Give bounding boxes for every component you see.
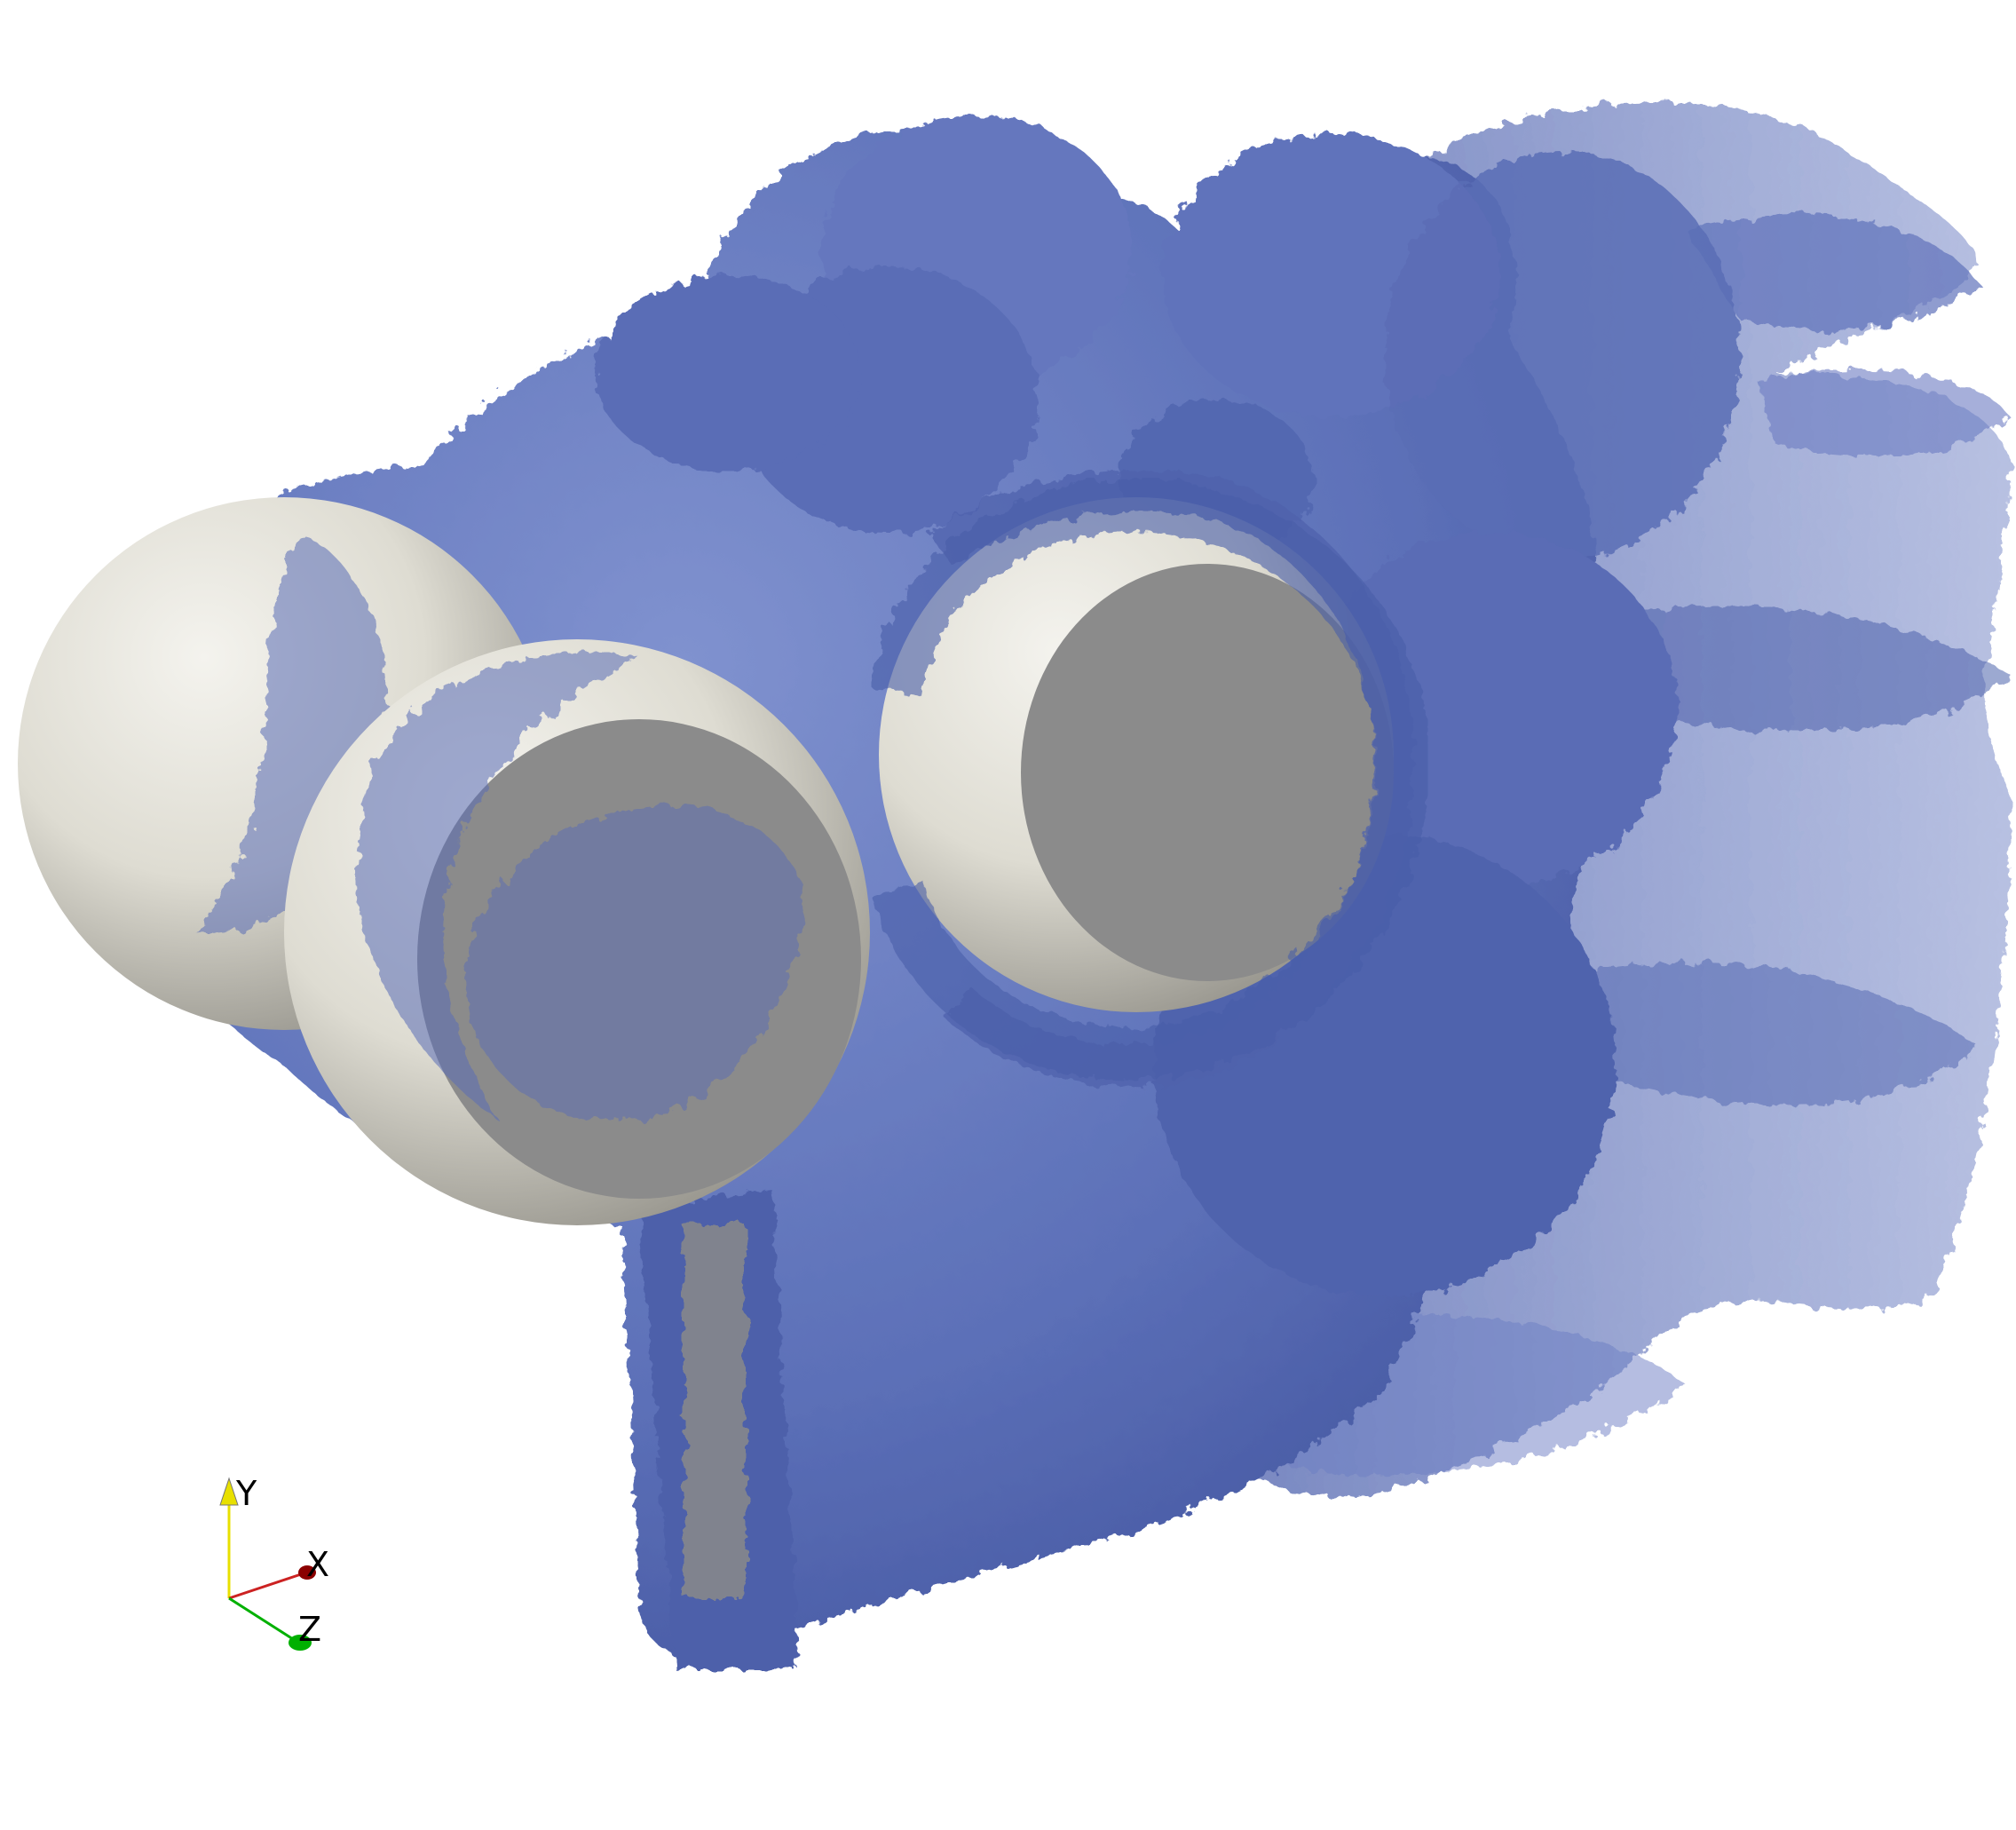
z-axis-label: Z	[298, 1610, 321, 1649]
y-axis-arrow-icon	[219, 1477, 239, 1506]
x-axis-line	[228, 1572, 304, 1600]
z-axis-arrow-icon	[289, 1635, 312, 1651]
sphere-front	[284, 639, 870, 1225]
y-axis-label: Y	[235, 1474, 257, 1513]
vortex-ring	[870, 479, 1430, 1081]
z-axis-line	[228, 1596, 294, 1641]
orientation-axes: Y X Z	[219, 1474, 329, 1651]
x-axis-label: X	[306, 1545, 329, 1584]
sphere-back-right	[879, 470, 1415, 1087]
lower-column	[639, 1190, 799, 1669]
x-axis-arrow-icon	[298, 1565, 316, 1580]
